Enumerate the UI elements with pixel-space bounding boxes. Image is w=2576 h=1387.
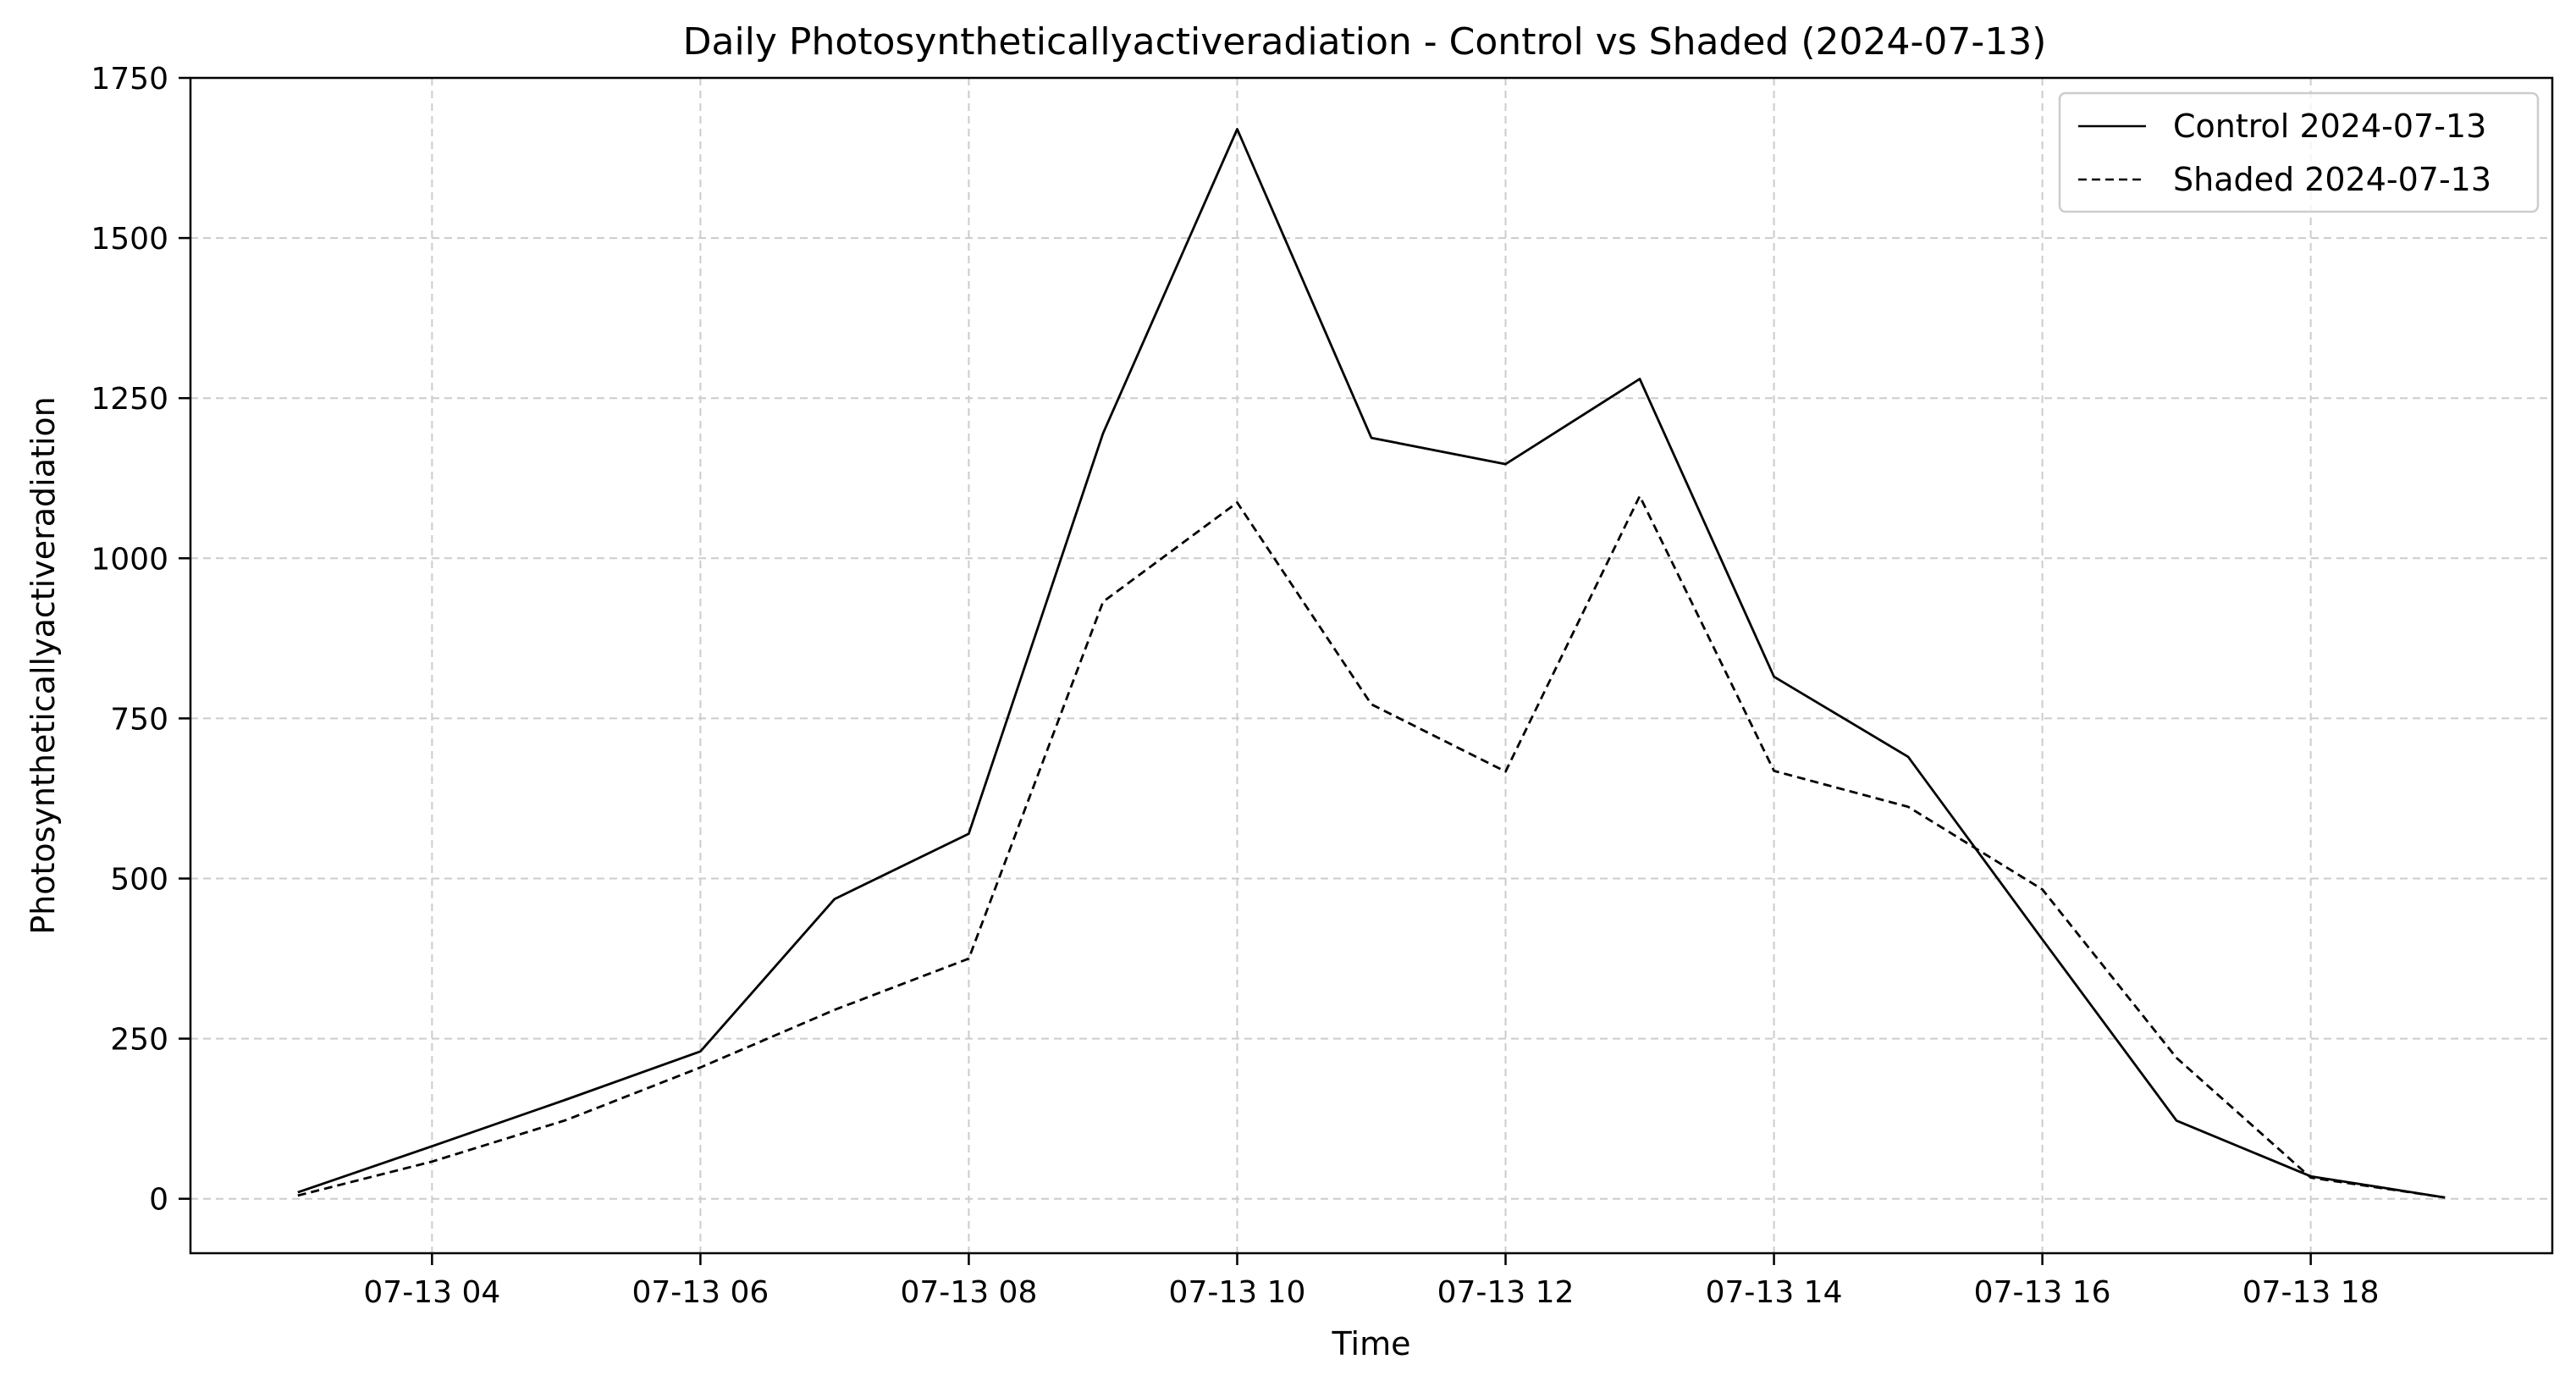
x-tick-label: 07-13 06 [632,1275,769,1310]
y-axis-ticks: 0 250 500 750 1000 1250 1500 1750 [91,62,190,1218]
x-tick-label: 07-13 12 [1437,1275,1575,1310]
x-tick-label: 07-13 14 [1706,1275,1843,1310]
y-tick-label: 1250 [91,382,168,417]
y-tick-label: 500 [110,863,168,898]
y-tick-label: 750 [110,702,168,737]
legend-box [2058,91,2540,213]
grid-lines [190,77,2552,1253]
x-tick-label: 07-13 04 [363,1275,500,1310]
x-axis-ticks: 07-13 04 07-13 06 07-13 08 07-13 10 07-13 12… [363,1253,2380,1310]
x-tick-label: 07-13 10 [1169,1275,1306,1310]
series-lines [297,128,2446,1199]
legend-label-shaded: Shaded 2024-07-13 [2173,161,2491,198]
series-line-control [297,128,2446,1199]
plot-frame [189,76,2554,1255]
y-tick-label: 1500 [91,222,168,257]
chart-title: Daily Photosyntheticallyactiveradiation … [683,20,2047,64]
y-tick-label: 0 [149,1183,168,1218]
legend-label-control: Control 2024-07-13 [2173,108,2486,145]
series-line-shaded [297,495,2446,1199]
x-tick-label: 07-13 18 [2242,1275,2380,1310]
y-axis-label: Photosyntheticallyactiveradiation [25,396,62,935]
y-tick-label: 1750 [91,62,168,97]
x-tick-label: 07-13 16 [1974,1275,2111,1310]
y-tick-label: 1000 [91,542,168,577]
x-axis-label: Time [1332,1325,1411,1362]
legend: Control 2024-07-13 Shaded 2024-07-13 [2058,91,2540,213]
x-tick-label: 07-13 08 [901,1275,1038,1310]
y-tick-label: 250 [110,1023,168,1058]
